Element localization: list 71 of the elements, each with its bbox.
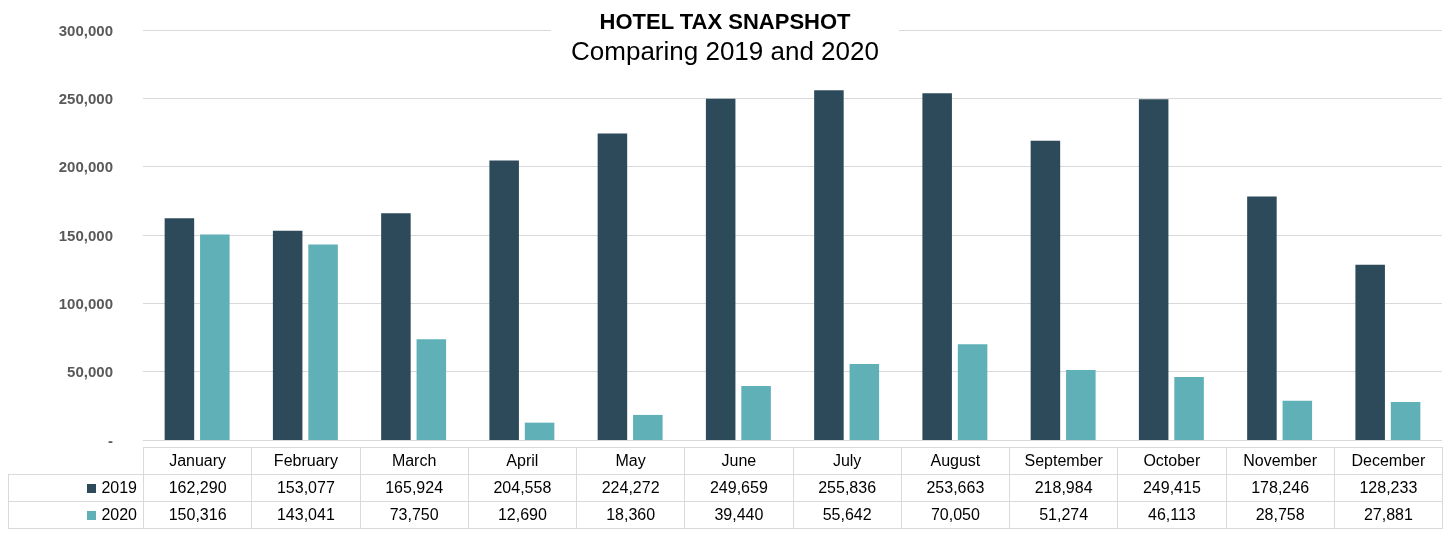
bar — [1030, 140, 1061, 440]
data-label: 46,113 — [1117, 501, 1226, 529]
bar — [849, 363, 880, 440]
x-tick-label: December — [1334, 447, 1443, 475]
bar — [1282, 400, 1313, 440]
bar — [1355, 264, 1385, 440]
data-label: 249,659 — [684, 474, 793, 502]
data-label: 204,558 — [468, 474, 577, 502]
data-label: 162,290 — [143, 474, 252, 502]
bar — [200, 234, 230, 440]
legend-label: 2019 — [8, 474, 144, 502]
chart-subtitle: Comparing 2019 and 2020 — [571, 36, 879, 66]
data-label: 70,050 — [901, 501, 1010, 529]
bar — [814, 90, 844, 440]
data-label: 249,415 — [1117, 474, 1226, 502]
x-tick-label: January — [143, 447, 252, 475]
data-label: 12,690 — [468, 501, 577, 529]
y-tick-label: 50,000 — [67, 363, 113, 381]
bar — [957, 344, 988, 440]
bar — [272, 230, 303, 440]
data-label: 153,077 — [251, 474, 360, 502]
y-tick-label: 150,000 — [58, 226, 113, 244]
data-label: 28,758 — [1226, 501, 1335, 529]
bar — [922, 93, 952, 440]
x-tick-label: May — [576, 447, 685, 475]
data-label: 150,316 — [143, 501, 252, 529]
x-tick-label: March — [360, 447, 469, 475]
data-label: 39,440 — [684, 501, 793, 529]
data-label: 27,881 — [1334, 501, 1443, 529]
data-label: 253,663 — [901, 474, 1010, 502]
x-tick-label: November — [1226, 447, 1335, 475]
x-tick-label: July — [793, 447, 902, 475]
bar — [1138, 99, 1169, 440]
data-label: 165,924 — [360, 474, 469, 502]
data-label: 143,041 — [251, 501, 360, 529]
y-tick-label: 200,000 — [58, 158, 113, 176]
data-label: 18,360 — [576, 501, 685, 529]
y-tick-label: - — [108, 431, 113, 449]
bar — [524, 422, 555, 440]
bar — [489, 160, 519, 440]
chart-title: HOTEL TAX SNAPSHOT — [599, 8, 852, 34]
bar — [416, 339, 447, 440]
bar — [1390, 401, 1421, 440]
bar — [1066, 369, 1096, 440]
data-label: 178,246 — [1226, 474, 1335, 502]
y-tick-label: 250,000 — [58, 89, 113, 107]
bar — [597, 133, 628, 440]
bar — [164, 218, 195, 440]
bar — [308, 244, 338, 440]
y-tick-label: 300,000 — [58, 21, 113, 39]
data-label: 224,272 — [576, 474, 685, 502]
data-label: 73,750 — [360, 501, 469, 529]
bar — [705, 98, 736, 440]
bar — [1174, 376, 1204, 440]
y-tick-label: 100,000 — [58, 294, 113, 312]
legend-label: 2020 — [8, 501, 144, 529]
data-label: 128,233 — [1334, 474, 1443, 502]
bar — [1247, 196, 1277, 440]
bar — [741, 386, 771, 440]
x-tick-label: September — [1009, 447, 1118, 475]
data-label: 218,984 — [1009, 474, 1118, 502]
bar — [633, 414, 663, 440]
x-tick-label: April — [468, 447, 577, 475]
data-label: 51,274 — [1009, 501, 1118, 529]
x-tick-label: October — [1117, 447, 1226, 475]
bar — [381, 213, 411, 440]
data-label: 255,836 — [793, 474, 902, 502]
x-tick-label: August — [901, 447, 1010, 475]
data-label: 55,642 — [793, 501, 902, 529]
x-tick-label: February — [251, 447, 360, 475]
x-tick-label: June — [684, 447, 793, 475]
